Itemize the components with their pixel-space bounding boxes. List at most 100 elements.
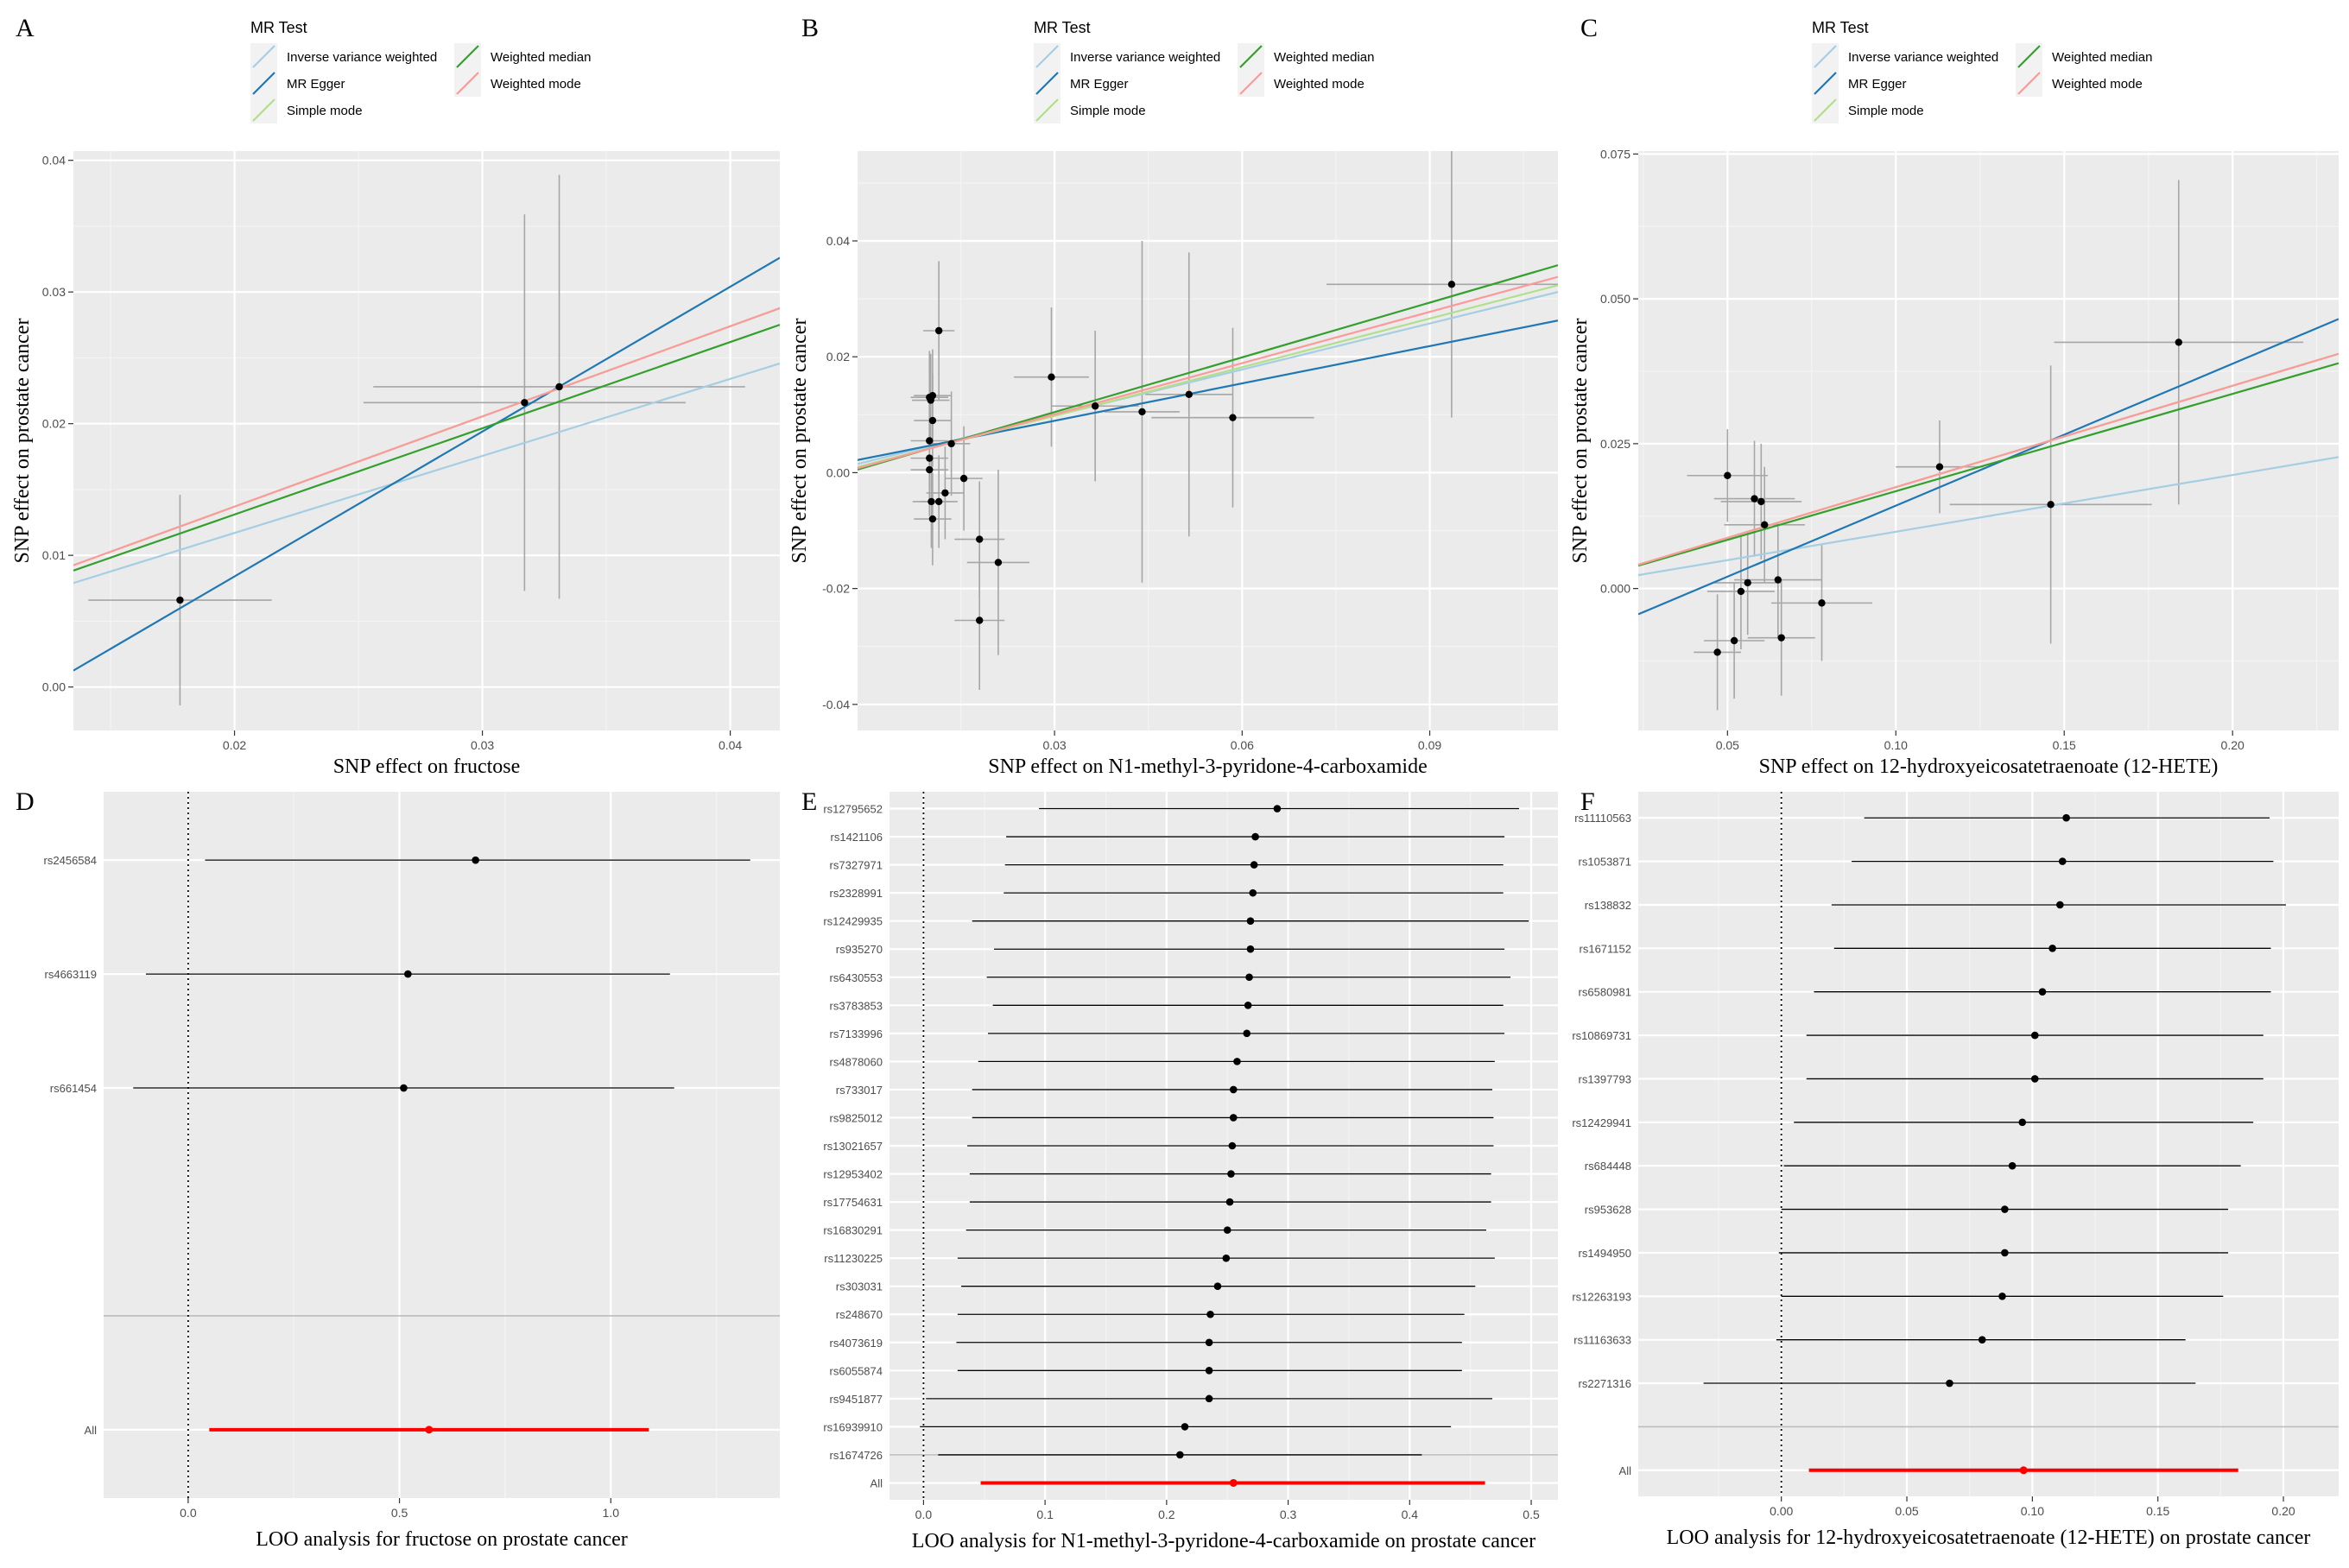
x-tick-label: 0.3 — [1280, 1508, 1297, 1521]
x-tick-label: 0.09 — [1418, 738, 1441, 752]
data-point — [1138, 408, 1146, 416]
y-tick-label: -0.04 — [822, 698, 850, 711]
loo-estimate-point — [404, 970, 412, 978]
loo-estimate-point — [1243, 1029, 1251, 1038]
panel-letter: F — [1580, 787, 1595, 816]
legend-key-simple_mode — [1035, 98, 1059, 122]
loo-estimate-point — [1205, 1338, 1213, 1347]
y-tick-label: 0.03 — [42, 285, 66, 299]
data-point — [1185, 390, 1193, 399]
x-tick-label: 0.5 — [391, 1506, 408, 1520]
legend-label-simple_mode: Simple mode — [287, 104, 363, 118]
loo-estimate-point — [2058, 857, 2067, 865]
data-point — [928, 416, 937, 425]
x-tick-label: 0.05 — [1716, 738, 1739, 752]
snp-label: rs1671152 — [1580, 942, 1631, 955]
mr-line-weighted_mode — [858, 275, 1558, 470]
loo-estimate-point — [1222, 1254, 1231, 1262]
data-point — [555, 383, 563, 391]
mr-line-ivw — [73, 362, 780, 585]
plot-background — [104, 792, 780, 1498]
snp-label: rs9825012 — [830, 1111, 883, 1124]
y-tick-label: 0.000 — [1600, 582, 1630, 596]
x-tick-label: 0.1 — [1036, 1508, 1054, 1521]
mr-line-weighted_median — [73, 324, 780, 572]
data-point — [2175, 338, 2182, 346]
legend-label-weighted_mode: Weighted mode — [491, 77, 581, 92]
legend-label-weighted_mode: Weighted mode — [2052, 77, 2143, 92]
snp-label: rs733017 — [836, 1084, 883, 1097]
x-tick-label: 0.03 — [1042, 738, 1066, 752]
y-tick-label: 0.00 — [826, 465, 850, 479]
data-point — [976, 616, 984, 624]
data-point — [1091, 402, 1099, 410]
y-tick-label: 0.01 — [42, 548, 66, 562]
legend-key-weighted_median — [1239, 45, 1263, 68]
y-tick-label: 0.00 — [42, 680, 66, 694]
y-tick-label: 0.02 — [826, 350, 850, 364]
x-axis-title: SNP effect on 12-hydroxyeicosatetraenoat… — [1759, 756, 2219, 778]
x-tick-label: 0.03 — [471, 738, 494, 752]
snp-label: rs11230225 — [824, 1252, 883, 1265]
x-tick-label: 0.0 — [180, 1506, 197, 1520]
x-tick-label: 0.4 — [1402, 1508, 1419, 1521]
loo-estimate-point — [1229, 1085, 1238, 1094]
loo-estimate-point — [1946, 1379, 1953, 1388]
data-point — [1713, 648, 1721, 656]
loo-all-estimate-point — [1229, 1478, 1238, 1487]
plot-background — [858, 151, 1558, 730]
loo-estimate-point — [1998, 1292, 2006, 1300]
legend-label-simple_mode: Simple mode — [1070, 104, 1146, 118]
x-axis-title: SNP effect on fructose — [333, 756, 521, 778]
data-point — [1761, 521, 1769, 528]
data-point — [1751, 495, 1758, 503]
panel-letter: D — [16, 787, 35, 816]
data-point — [1774, 576, 1782, 584]
loo-all-estimate-point — [2019, 1466, 2028, 1475]
x-tick-label: 0.10 — [1884, 738, 1908, 752]
snp-label: rs7327971 — [830, 859, 883, 872]
loo-estimate-point — [1273, 805, 1282, 812]
snp-label: rs4663119 — [45, 968, 97, 981]
loo-estimate-point — [2062, 813, 2070, 822]
legend-title: MR Test — [1034, 19, 1091, 36]
data-point — [1777, 634, 1785, 642]
loo-estimate-point — [2008, 1161, 2017, 1170]
data-point — [928, 515, 937, 523]
snp-label: rs12429935 — [823, 915, 883, 928]
snp-label: rs2328991 — [830, 887, 883, 900]
snp-label: rs12263193 — [1572, 1290, 1631, 1303]
data-point — [994, 559, 1003, 566]
snp-label: rs16939910 — [823, 1420, 883, 1433]
loo-estimate-point — [1206, 1310, 1214, 1318]
snp-label: rs1397793 — [1579, 1072, 1631, 1085]
snp-label: rs248670 — [836, 1308, 883, 1321]
mr-line-weighted_median — [1638, 362, 2339, 567]
y-axis-title: SNP effect on prostate cancer — [11, 319, 34, 564]
snp-label: rs9451877 — [830, 1393, 883, 1406]
loo-estimate-point — [1246, 917, 1255, 925]
plot-area — [73, 151, 780, 730]
legend-key-ivw — [1814, 45, 1837, 68]
loo-estimate-point — [1978, 1336, 1986, 1344]
loo-estimate-point — [472, 856, 479, 864]
snp-label: rs2271316 — [1579, 1377, 1631, 1390]
loo-estimate-point — [2048, 945, 2056, 952]
snp-label: rs12429941 — [1572, 1116, 1631, 1129]
data-point — [2047, 501, 2055, 509]
legend-key-egger — [1814, 72, 1837, 95]
loo-estimate-point — [1176, 1451, 1184, 1459]
snp-label: rs935270 — [836, 943, 883, 956]
y-axis-title: SNP effect on prostate cancer — [788, 319, 811, 564]
mr-line-weighted_mode — [1638, 352, 2339, 566]
data-point — [1730, 636, 1738, 645]
y-tick-label: 0.075 — [1600, 147, 1630, 161]
loo-estimate-point — [400, 1084, 408, 1092]
loo-estimate-point — [1225, 1198, 1234, 1206]
loo-estimate-point — [2030, 1031, 2039, 1040]
snp-label: rs2456584 — [44, 854, 97, 867]
snp-label: rs17754631 — [823, 1196, 883, 1209]
legend-key-egger — [252, 72, 275, 95]
